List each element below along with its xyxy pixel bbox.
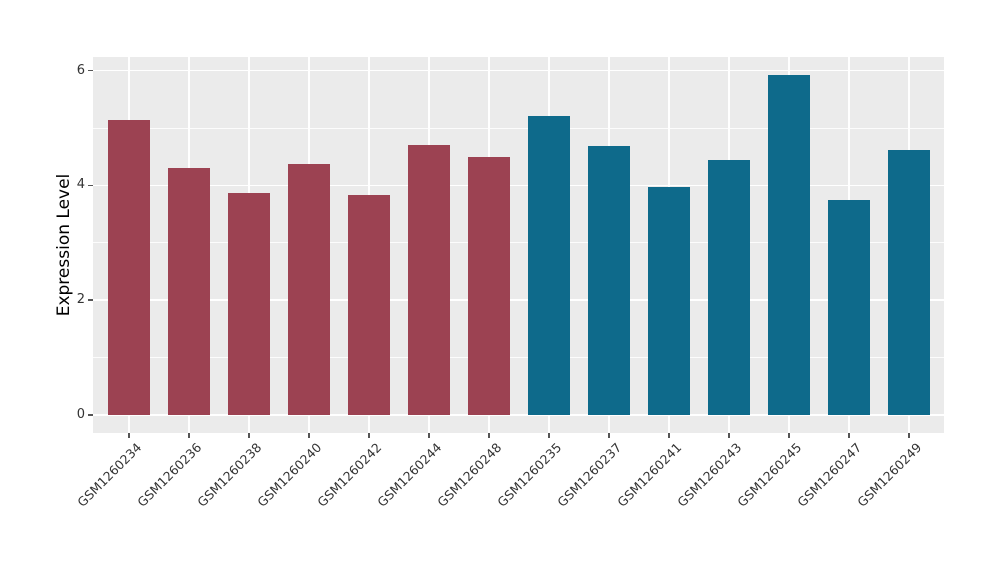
bar-GSM1260242 xyxy=(348,195,390,415)
gridline-minor xyxy=(93,357,944,359)
gridline-major xyxy=(93,184,944,187)
x-tick-mark xyxy=(308,433,310,438)
bar-GSM1260238 xyxy=(228,193,270,415)
bar-GSM1260236 xyxy=(168,168,210,415)
y-tick-mark xyxy=(88,299,93,301)
bar-GSM1260247 xyxy=(828,200,870,415)
y-tick-label: 6 xyxy=(76,62,85,78)
bar-GSM1260237 xyxy=(588,145,630,415)
plot-area xyxy=(93,57,944,433)
x-tick-mark xyxy=(668,433,670,438)
bar-GSM1260249 xyxy=(888,149,930,415)
x-tick-mark xyxy=(128,433,130,438)
x-tick-mark xyxy=(428,433,430,438)
gridline-minor xyxy=(93,127,944,129)
gridline-major xyxy=(93,69,944,72)
bar-GSM1260245 xyxy=(768,74,810,415)
x-tick-mark xyxy=(908,433,910,438)
y-tick-mark xyxy=(88,69,93,72)
y-tick-mark xyxy=(88,184,93,187)
bar-GSM1260235 xyxy=(528,115,570,415)
bar-GSM1260243 xyxy=(708,159,750,415)
x-tick-mark xyxy=(368,433,370,438)
bar-GSM1260244 xyxy=(408,145,450,415)
x-tick-mark xyxy=(608,433,610,438)
gridline-major xyxy=(93,299,944,301)
gridline-minor xyxy=(93,242,944,244)
bar-GSM1260248 xyxy=(468,157,510,415)
bar-GSM1260234 xyxy=(108,119,150,415)
x-tick-mark xyxy=(788,433,790,438)
y-tick-mark xyxy=(88,414,93,416)
x-tick-label: GSM1260234 xyxy=(74,439,145,510)
x-tick-mark xyxy=(548,433,550,438)
bar-GSM1260241 xyxy=(648,187,690,415)
bar-GSM1260240 xyxy=(288,164,330,415)
x-tick-mark xyxy=(848,433,850,438)
x-tick-mark xyxy=(248,433,250,438)
x-tick-mark xyxy=(728,433,730,438)
y-axis-label: Expression Level xyxy=(54,173,74,317)
y-tick-label: 2 xyxy=(76,292,85,308)
x-tick-mark xyxy=(488,433,490,438)
y-tick-label: 4 xyxy=(76,177,85,193)
x-tick-mark xyxy=(188,433,190,438)
y-tick-label: 0 xyxy=(76,407,85,422)
gridline-major xyxy=(93,414,944,416)
